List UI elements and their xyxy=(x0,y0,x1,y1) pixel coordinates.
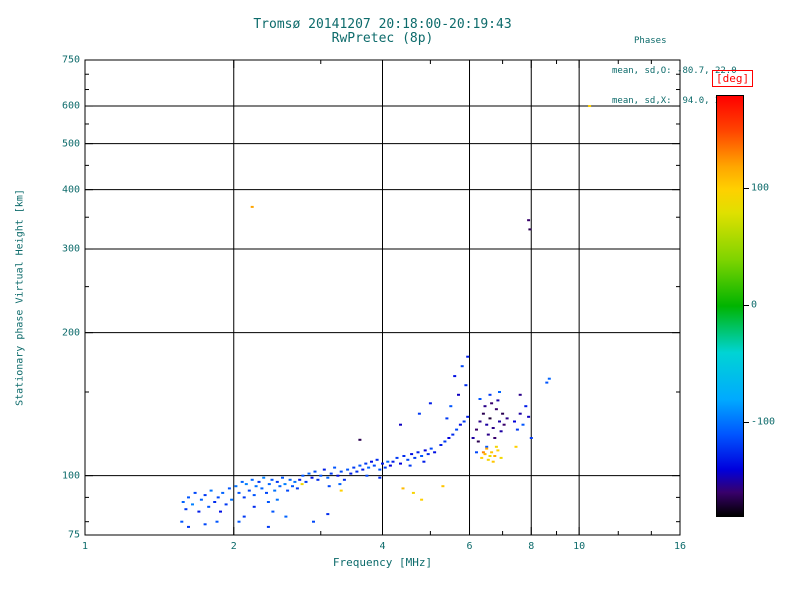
chart-title-line1: Tromsø 20141207 20:18:00-20:19:43 xyxy=(253,17,512,32)
chart-title: Tromsø 20141207 20:18:00-20:19:43 RwPret… xyxy=(85,18,680,46)
colorbar-tick-label: -100 xyxy=(751,416,776,428)
y-tick-label: 100 xyxy=(61,470,80,482)
colorbar-tick-mark xyxy=(744,421,749,423)
x-axis-label: Frequency [MHz] xyxy=(332,556,433,569)
colorbar-tick-label: 100 xyxy=(751,182,770,194)
phase-stats-o-mode: mean, sd,O: -80.7, 22.0 xyxy=(612,66,737,76)
y-axis-label: Stationary phase Virtual Height [km] xyxy=(14,189,26,406)
colorbar-tick-label: 0 xyxy=(751,299,758,311)
y-tick-label: 200 xyxy=(61,327,80,339)
y-tick-label: 300 xyxy=(61,243,80,255)
x-tick-label: 4 xyxy=(379,541,386,552)
x-tick-label: 10 xyxy=(573,541,586,552)
colorbar-units-label: [deg] xyxy=(712,70,754,87)
chart-title-line2: RwPretec (8p) xyxy=(331,31,434,46)
phase-stats-header: Phases xyxy=(634,36,667,46)
x-tick-label: 6 xyxy=(466,541,473,552)
y-tick-label: 75 xyxy=(67,529,80,541)
x-tick-label: 1 xyxy=(81,541,89,552)
y-tick-label: 750 xyxy=(61,54,80,66)
colorbar xyxy=(716,95,744,517)
y-tick-label: 400 xyxy=(61,184,80,196)
x-tick-label: 2 xyxy=(230,541,237,552)
scatter-points xyxy=(180,105,592,528)
colorbar-tick-mark xyxy=(744,188,749,190)
colorbar-tick-mark xyxy=(744,305,749,306)
y-tick-label: 600 xyxy=(61,100,80,112)
x-tick-label: 16 xyxy=(673,541,687,552)
y-tick-label: 500 xyxy=(61,138,80,150)
x-tick-label: 8 xyxy=(528,541,535,552)
